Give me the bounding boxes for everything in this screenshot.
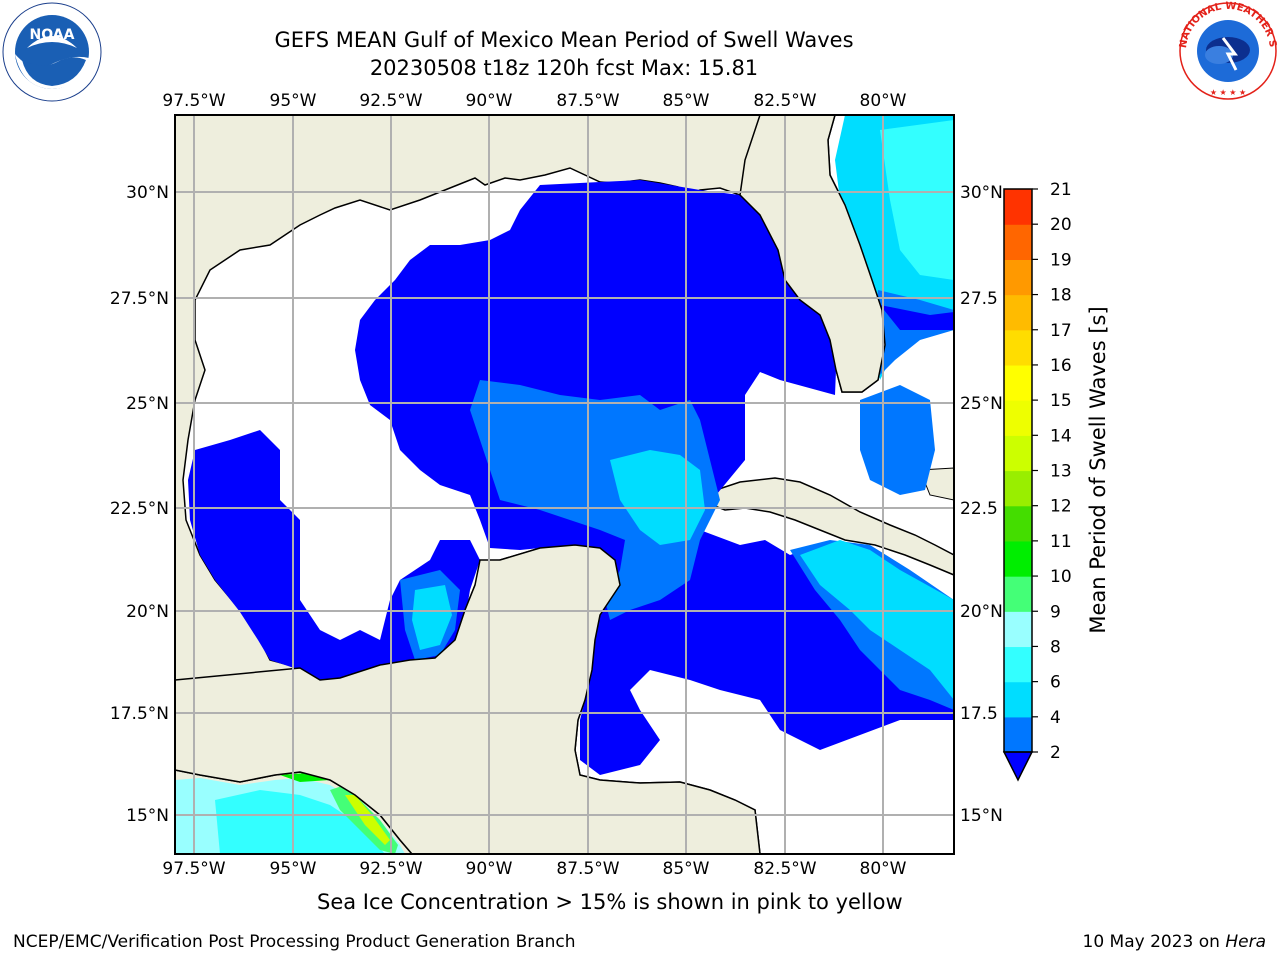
map-frame [174, 114, 955, 855]
lon-label-top: 87.5°W [556, 91, 619, 111]
lat-label-right: 27.5 [960, 289, 998, 309]
lat-label-right: 30°N [960, 183, 1003, 203]
lon-label-bottom: 85°W [663, 859, 710, 879]
land-cuba [709, 477, 954, 576]
left-latitude-labels: 30°N 27.5°N 25°N 22.5°N 20°N 17.5°N 15°N [110, 183, 169, 826]
colorbar-tick-label: 21 [1050, 180, 1072, 200]
colorbar-tick-label: 11 [1050, 532, 1072, 552]
swell-region-medium-blue [470, 380, 720, 620]
colorbar-segment [1004, 364, 1032, 401]
colorbar-segment [1004, 611, 1032, 648]
colorbar-tick-label: 9 [1050, 602, 1061, 622]
colorbar-segment [1004, 224, 1032, 260]
lon-label-top: 82.5°W [753, 91, 816, 111]
swell-region-atlantic-dark [880, 305, 954, 330]
lat-label-left: 30°N [126, 183, 169, 203]
lon-label-bottom: 90°W [466, 859, 513, 879]
lat-label-right: 22.5 [960, 499, 998, 519]
sea-ice-note: Sea Ice Concentration > 15% is shown in … [317, 890, 903, 914]
swell-region-cyan-gulf [610, 450, 705, 545]
lat-label-left: 20°N [126, 602, 169, 622]
lat-label-left: 27.5°N [110, 289, 169, 309]
colorbar-segment [1004, 189, 1032, 225]
land-yucatan-overlay [175, 544, 761, 854]
map-area [175, 115, 954, 854]
lat-label-right: 25°N [960, 394, 1003, 414]
footer-date: 10 May 2023 on Hera [1083, 932, 1267, 952]
right-latitude-labels: 30°N 27.5 25°N 22.5 20°N 17.5 15°N [960, 183, 1003, 826]
lat-label-right: 15°N [960, 806, 1003, 826]
swell-region-cyan-west [412, 585, 452, 650]
colorbar-tick-label: 2 [1050, 743, 1061, 763]
lon-label-top: 95°W [270, 91, 317, 111]
footer-credit: NCEP/EMC/Verification Post Processing Pr… [13, 932, 576, 952]
colorbar-segment [1004, 681, 1032, 718]
colorbar-extend-triangle [1002, 751, 1034, 782]
colorbar-segment [1004, 470, 1032, 507]
colorbar-tick-label: 16 [1050, 356, 1072, 376]
colorbar-segment [1004, 505, 1032, 542]
colorbar-tick-label: 6 [1050, 673, 1061, 693]
colorbar-tick-label: 20 [1050, 215, 1072, 235]
lat-label-right: 17.5 [960, 704, 998, 724]
swell-region-atlantic-light [880, 120, 954, 280]
svg-text:★ ★ ★ ★: ★ ★ ★ ★ [1210, 88, 1246, 97]
colorbar-segment [1004, 400, 1032, 436]
bottom-longitude-labels: 97.5°W 95°W 92.5°W 90°W 87.5°W 85°W 82.5… [162, 859, 906, 879]
colorbar: 2 4 6 8 9 10 11 12 13 14 15 16 17 18 19 20 21 [1002, 180, 1072, 782]
colorbar-tick-label: 19 [1050, 250, 1072, 270]
swell-region-medium-blue-east [860, 385, 935, 495]
footer-date-text: 10 May 2023 on [1082, 932, 1226, 952]
lat-label-left: 25°N [126, 394, 169, 414]
lon-label-bottom: 95°W [270, 859, 317, 879]
lon-label-top: 97.5°W [162, 91, 225, 111]
lon-label-bottom: 92.5°W [359, 859, 422, 879]
footer-machine: Hera [1225, 932, 1266, 952]
lon-label-top: 80°W [860, 91, 907, 111]
chart-title: GEFS MEAN Gulf of Mexico Mean Period of … [274, 28, 854, 52]
lat-label-left: 22.5°N [110, 499, 169, 519]
nws-logo-icon: NATIONAL WEATHER SERVICE ★ ★ ★ ★ [1177, 0, 1278, 101]
swell-region-pacific-yellow [345, 795, 390, 845]
colorbar-segment [1004, 540, 1032, 577]
colorbar-tick-label: 14 [1050, 426, 1072, 446]
colorbar-tick-label: 10 [1050, 567, 1072, 587]
colorbar-segment [1004, 329, 1032, 366]
lat-label-right: 20°N [960, 602, 1003, 622]
colorbar-segment [1004, 576, 1032, 612]
lon-label-top: 85°W [663, 91, 710, 111]
colorbar-segment [1004, 259, 1032, 296]
lat-label-left: 17.5°N [110, 704, 169, 724]
colorbar-tick-label: 17 [1050, 321, 1072, 341]
colorbar-segment [1004, 294, 1032, 331]
colorbar-tick-label: 13 [1050, 462, 1072, 482]
colorbar-tick-label: 18 [1050, 286, 1072, 306]
lon-label-top: 90°W [466, 91, 513, 111]
lon-label-top: 92.5°W [359, 91, 422, 111]
lon-label-bottom: 97.5°W [162, 859, 225, 879]
svg-text:NOAA: NOAA [30, 27, 75, 43]
colorbar-tick-label: 4 [1050, 708, 1061, 728]
colorbar-label: Mean Period of Swell Waves [s] [1086, 306, 1110, 633]
colorbar-segment [1004, 646, 1032, 683]
top-longitude-labels: 97.5°W 95°W 92.5°W 90°W 87.5°W 85°W 82.5… [162, 91, 906, 111]
lon-label-bottom: 87.5°W [556, 859, 619, 879]
lat-label-left: 15°N [126, 806, 169, 826]
swell-region-pacific-cyan [215, 790, 385, 854]
lon-label-bottom: 80°W [860, 859, 907, 879]
swell-region-cyan-carib [800, 540, 954, 700]
noaa-logo-icon: NOAA [2, 2, 102, 102]
colorbar-segment [1004, 716, 1032, 753]
colorbar-tick-label: 12 [1050, 497, 1072, 517]
map-gridlines [175, 115, 954, 854]
lon-label-bottom: 82.5°W [753, 859, 816, 879]
colorbar-segment [1004, 435, 1032, 472]
colorbar-tick-label: 15 [1050, 391, 1072, 411]
chart-subtitle: 20230508 t18z 120h fcst Max: 15.81 [369, 56, 759, 80]
colorbar-tick-label: 8 [1050, 637, 1061, 657]
